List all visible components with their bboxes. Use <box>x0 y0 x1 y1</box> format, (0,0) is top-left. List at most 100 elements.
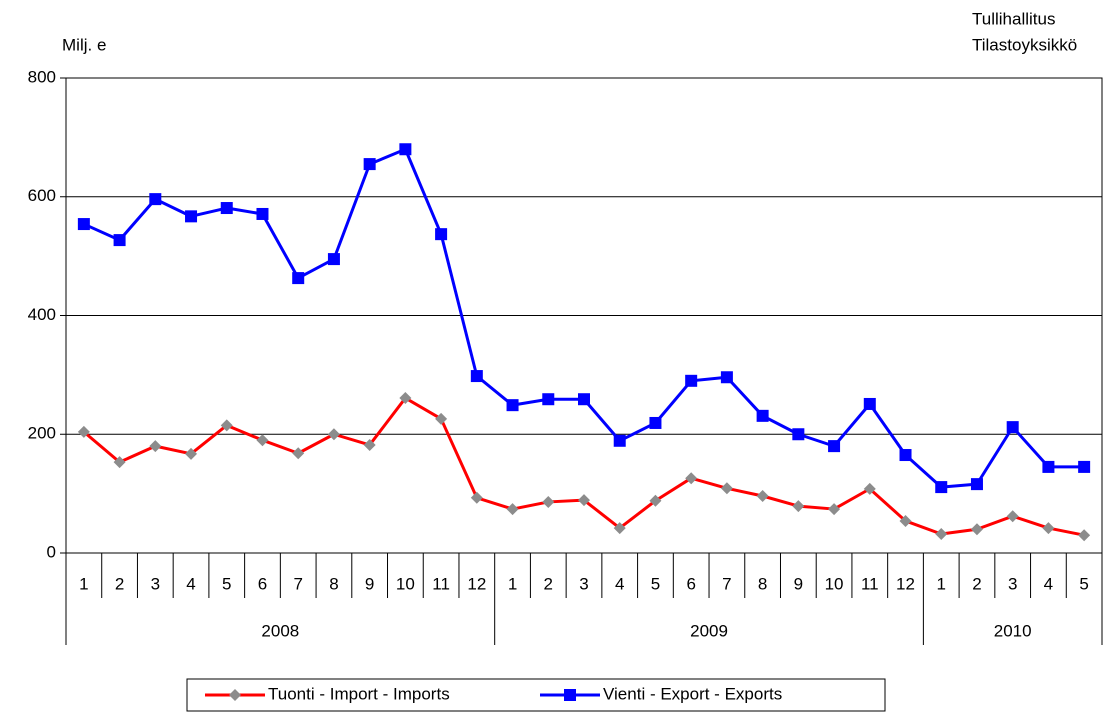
point-marker <box>613 434 626 447</box>
point-marker <box>970 523 983 536</box>
group-label: 2009 <box>690 621 728 640</box>
x-tick-label: 2 <box>544 574 553 593</box>
x-tick-label: 5 <box>651 574 660 593</box>
point-marker <box>828 503 841 516</box>
x-tick-label: 12 <box>896 574 915 593</box>
point-marker <box>720 371 733 384</box>
point-marker <box>470 370 483 383</box>
point-marker <box>1078 529 1091 542</box>
point-marker <box>292 272 305 285</box>
y-tick-label: 800 <box>28 67 56 86</box>
point-marker <box>113 456 126 469</box>
point-marker <box>792 428 805 441</box>
x-tick-label: 1 <box>79 574 88 593</box>
x-tick-label: 4 <box>1044 574 1053 593</box>
point-marker <box>542 495 555 508</box>
point-marker <box>292 447 305 460</box>
x-tick-label: 5 <box>222 574 231 593</box>
group-label: 2010 <box>994 621 1032 640</box>
point-marker <box>149 440 162 453</box>
x-tick-label: 7 <box>293 574 302 593</box>
point-marker <box>1006 421 1019 434</box>
point-marker <box>578 393 590 406</box>
point-marker <box>149 193 162 206</box>
point-marker <box>720 482 733 495</box>
point-marker <box>506 399 519 412</box>
x-tick-label: 9 <box>794 574 803 593</box>
point-marker <box>1042 460 1055 473</box>
point-marker <box>113 234 126 247</box>
series-line <box>82 396 1085 537</box>
point-marker <box>899 449 912 462</box>
point-marker <box>1006 510 1019 523</box>
x-tick-label: 12 <box>467 574 486 593</box>
point-marker <box>792 500 805 513</box>
source-line: Tilastoyksikkö <box>972 35 1077 54</box>
x-tick-label: 1 <box>937 574 946 593</box>
point-marker <box>327 428 340 441</box>
x-tick-label: 8 <box>758 574 767 593</box>
point-marker <box>506 503 519 516</box>
y-tick-label: 600 <box>28 186 56 205</box>
point-marker <box>935 481 948 494</box>
point-marker <box>1078 460 1091 473</box>
point-marker <box>399 143 412 156</box>
point-marker <box>363 438 376 451</box>
point-marker <box>685 472 698 485</box>
x-tick-label: 6 <box>258 574 267 593</box>
point-marker <box>899 514 912 527</box>
legend-marker <box>564 689 576 701</box>
legend-label: Tuonti - Import - Imports <box>268 684 450 703</box>
point-marker <box>256 207 269 220</box>
y-tick-label: 200 <box>28 424 56 443</box>
point-marker <box>77 425 90 438</box>
point-marker <box>77 218 90 231</box>
y-tick-label: 400 <box>28 305 56 324</box>
point-marker <box>327 253 340 266</box>
point-marker <box>828 440 841 453</box>
point-marker <box>935 528 948 540</box>
point-marker <box>256 434 269 447</box>
point-marker <box>863 482 876 495</box>
point-marker <box>220 202 233 215</box>
source-line: Tullihallitus <box>972 9 1055 28</box>
point-marker <box>1042 522 1055 535</box>
x-tick-label: 4 <box>615 574 624 593</box>
x-tick-label: 3 <box>151 574 160 593</box>
legend <box>186 678 886 712</box>
legend-marker <box>229 689 241 701</box>
point-marker <box>185 210 198 223</box>
x-tick-label: 2 <box>115 574 124 593</box>
x-tick-label: 3 <box>1008 574 1017 593</box>
legend-label: Vienti - Export - Exports <box>603 684 782 703</box>
point-marker <box>649 416 662 429</box>
x-tick-label: 11 <box>432 574 450 593</box>
point-marker <box>970 478 983 491</box>
point-marker <box>435 412 448 425</box>
x-tick-label: 7 <box>722 574 731 593</box>
x-tick-label: 5 <box>1079 574 1088 593</box>
point-marker <box>185 447 198 460</box>
point-marker <box>863 397 876 410</box>
point-marker <box>220 419 233 432</box>
group-label: 2008 <box>261 621 299 640</box>
x-tick-label: 10 <box>825 574 844 593</box>
point-marker <box>649 494 662 507</box>
point-marker <box>470 491 483 504</box>
x-tick-label: 6 <box>686 574 695 593</box>
point-marker <box>578 494 590 507</box>
plot-area <box>65 77 1103 554</box>
x-tick-label: 8 <box>329 574 338 593</box>
point-marker <box>363 158 376 171</box>
point-marker <box>399 392 412 405</box>
series-line <box>83 147 1085 489</box>
point-marker <box>613 522 626 535</box>
point-marker <box>756 409 769 422</box>
x-tick-label: 4 <box>186 574 195 593</box>
x-tick-label: 2 <box>972 574 981 593</box>
x-tick-label: 11 <box>861 574 879 593</box>
x-tick-label: 3 <box>579 574 588 593</box>
x-tick-label: 1 <box>508 574 517 593</box>
x-tick-label: 10 <box>396 574 415 593</box>
